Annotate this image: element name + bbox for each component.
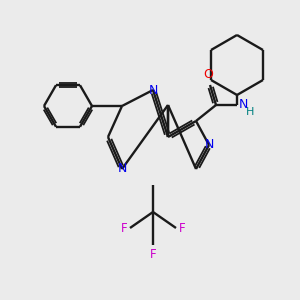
Text: N: N xyxy=(117,163,127,176)
Text: F: F xyxy=(179,221,186,235)
Text: N: N xyxy=(148,83,158,97)
Text: N: N xyxy=(204,139,214,152)
Text: N: N xyxy=(239,98,248,112)
Text: O: O xyxy=(203,68,213,81)
Text: F: F xyxy=(120,221,127,235)
Text: F: F xyxy=(150,248,156,261)
Text: H: H xyxy=(246,107,254,117)
